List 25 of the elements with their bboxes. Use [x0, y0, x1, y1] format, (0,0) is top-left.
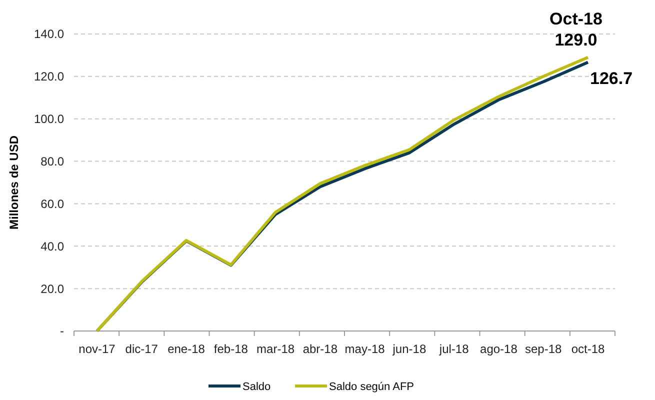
x-tick-label: abr-18	[302, 342, 338, 356]
y-tick-label: 100.0	[34, 112, 64, 126]
x-tick-label: oct-18	[571, 342, 605, 356]
x-tick-label: nov-17	[78, 342, 116, 356]
y-axis-title: Millones de USD	[7, 135, 21, 230]
legend-label: Saldo según AFP	[329, 380, 414, 393]
x-tick-label: may-18	[344, 342, 386, 356]
annotation: 126.7	[590, 69, 633, 88]
y-tick-label: -	[60, 324, 64, 338]
y-tick-label: 20.0	[40, 282, 64, 296]
y-tick-label: 40.0	[40, 239, 64, 254]
y-tick-label: 80.0	[40, 154, 64, 168]
annotation: Oct-18 129.0	[550, 9, 602, 50]
y-tick-label: 120.0	[34, 70, 64, 84]
y-tick-label: 140.0	[34, 27, 64, 42]
y-tick-label: 60.0	[40, 196, 64, 211]
x-tick-label: dic-17	[125, 342, 158, 356]
x-tick-label: ago-18	[480, 342, 518, 356]
x-tick-label: mar-18	[256, 342, 295, 356]
legend-label: Saldo	[242, 380, 271, 393]
x-tick-label: ene-18	[168, 342, 206, 356]
x-tick-label: jul-18	[438, 342, 470, 356]
x-tick-label: sep-18	[525, 342, 562, 356]
x-tick-label: jun-18	[392, 342, 426, 356]
x-tick-label: feb-18	[214, 342, 248, 356]
